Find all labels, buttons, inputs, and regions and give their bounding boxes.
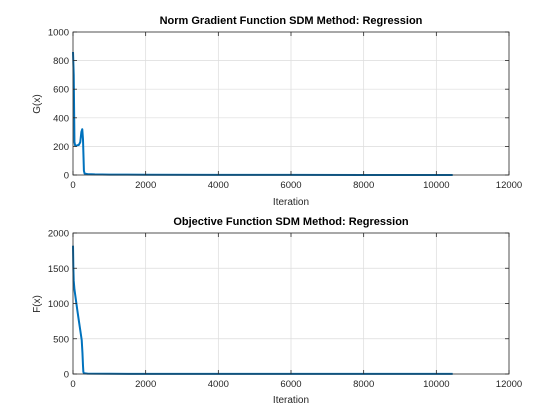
x-tick-label: 0 xyxy=(70,180,75,191)
chart-title: Objective Function SDM Method: Regressio… xyxy=(173,216,409,228)
x-tick-label: 0 xyxy=(70,379,75,390)
x-tick-label: 4000 xyxy=(208,379,229,390)
y-tick-label: 500 xyxy=(53,334,69,345)
y-axis-label: F(x) xyxy=(32,295,43,313)
y-tick-label: 1000 xyxy=(48,299,69,310)
x-tick-label: 8000 xyxy=(353,180,374,191)
y-tick-label: 0 xyxy=(64,171,69,182)
y-tick-label: 200 xyxy=(53,142,69,153)
y-tick-label: 600 xyxy=(53,85,69,96)
y-tick-label: 2000 xyxy=(48,229,69,240)
x-tick-label: 6000 xyxy=(280,379,301,390)
objective-function-plot: Objective Function SDM Method: Regressio… xyxy=(32,216,522,406)
x-tick-label: 12000 xyxy=(496,180,522,191)
x-tick-label: 10000 xyxy=(423,379,449,390)
x-axis-label: Iteration xyxy=(273,395,309,406)
x-tick-label: 12000 xyxy=(496,379,522,390)
y-tick-label: 800 xyxy=(53,56,69,67)
y-tick-label: 0 xyxy=(64,370,69,381)
x-tick-label: 2000 xyxy=(135,379,156,390)
x-axis-label: Iteration xyxy=(273,197,309,208)
y-tick-label: 1500 xyxy=(48,264,69,275)
x-tick-label: 6000 xyxy=(280,180,301,191)
x-tick-label: 8000 xyxy=(353,379,374,390)
gradient-norm-plot: Norm Gradient Function SDM Method: Regre… xyxy=(32,15,522,208)
chart-title: Norm Gradient Function SDM Method: Regre… xyxy=(160,15,423,27)
y-tick-label: 1000 xyxy=(48,28,69,39)
x-tick-label: 10000 xyxy=(423,180,449,191)
x-tick-label: 4000 xyxy=(208,180,229,191)
y-axis-label: G(x) xyxy=(32,94,43,113)
y-tick-label: 400 xyxy=(53,113,69,124)
x-tick-label: 2000 xyxy=(135,180,156,191)
